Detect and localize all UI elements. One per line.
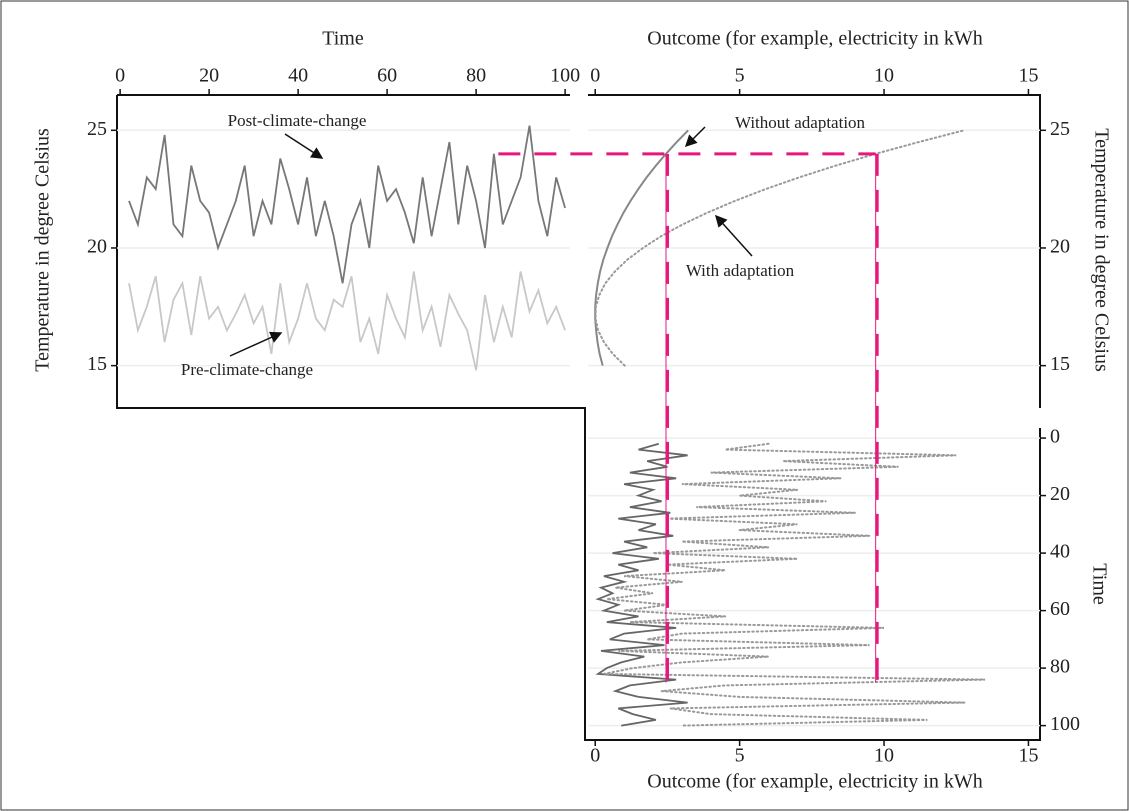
arrow (714, 214, 753, 257)
arrow (229, 331, 283, 357)
outcome-line (603, 442, 986, 727)
x-tick-label: 0 (590, 745, 600, 767)
x-tick-label: 5 (735, 65, 745, 87)
annotation: Post-climate-change (228, 111, 367, 130)
x-tick-label: 60 (377, 65, 397, 87)
response-curve (594, 129, 689, 366)
annotation: Without adaptation (735, 113, 866, 132)
axes-frame (116, 94, 1041, 741)
x-tick-label: 10 (874, 745, 894, 767)
y-tick-label: 25 (87, 118, 107, 140)
y-axis-title: Time (1088, 563, 1110, 605)
x-tick-label: 5 (735, 745, 745, 767)
x-tick-label: 15 (1018, 65, 1038, 87)
y-tick-label: 20 (1050, 483, 1070, 505)
y-tick-label: 100 (1050, 713, 1080, 735)
x-axis-title: Outcome (for example, electricity in kWh (647, 28, 982, 50)
x-tick-label: 0 (115, 65, 125, 87)
y-tick-label: 80 (1050, 656, 1070, 678)
x-axis-title: Outcome (for example, electricity in kWh (647, 771, 982, 793)
plots: 0 20 40 60 80 100 15 20 25 0 5 10 15 15 20 25 0 5 10 15 0 20 4… (87, 65, 1080, 767)
x-tick-label: 20 (199, 65, 219, 87)
y-tick-label: 0 (1050, 426, 1060, 448)
y-tick-label: 20 (1050, 236, 1070, 258)
arrow (684, 126, 706, 148)
x-axis-title: Time (322, 28, 364, 50)
annotation: With adaptation (686, 261, 795, 280)
y-tick-label: 40 (1050, 541, 1070, 563)
outcome-line (595, 442, 688, 727)
series-line (128, 125, 566, 284)
y-tick-label: 20 (87, 236, 107, 258)
x-tick-label: 80 (466, 65, 486, 87)
arrow (284, 133, 324, 159)
y-axis-title: Temperature in degree Celsius (32, 128, 54, 372)
series-line (128, 271, 566, 371)
x-tick-label: 100 (550, 65, 580, 87)
y-tick-label: 60 (1050, 598, 1070, 620)
x-tick-label: 40 (288, 65, 308, 87)
response-curve (594, 129, 966, 367)
x-tick-label: 15 (1018, 745, 1038, 767)
y-tick-label: 25 (1050, 118, 1070, 140)
y-axis-title: Temperature in degree Celsius (1090, 128, 1112, 372)
y-tick-label: 15 (87, 353, 107, 375)
x-tick-label: 10 (874, 65, 894, 87)
annotation: Pre-climate-change (181, 360, 313, 379)
x-tick-label: 0 (590, 65, 600, 87)
y-tick-label: 15 (1050, 353, 1070, 375)
